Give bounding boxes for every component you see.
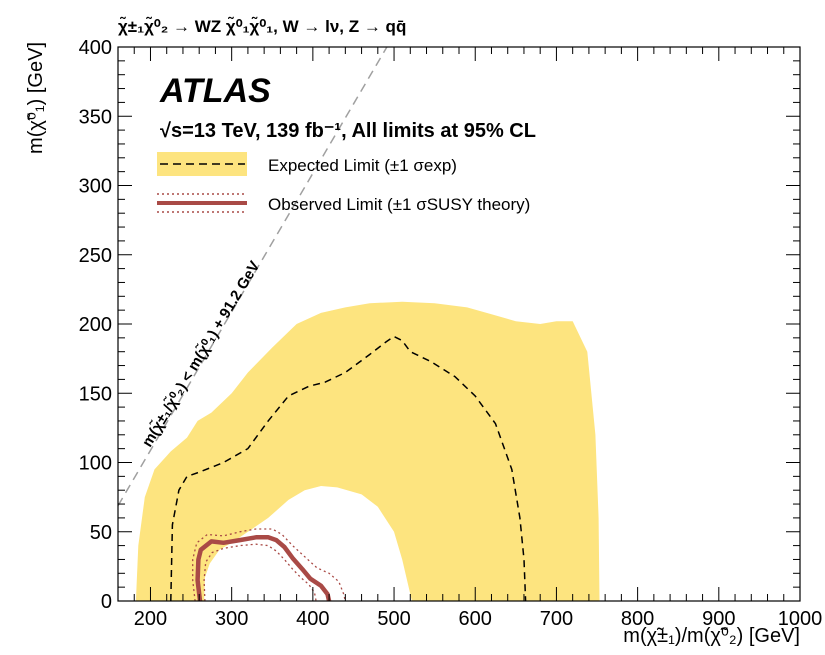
x-tick-label: 900 xyxy=(702,608,735,630)
y-tick-label: 400 xyxy=(79,37,112,59)
series-line-layer xyxy=(117,46,527,602)
energy-lumi-label: √s=13 TeV, 139 fb⁻¹, All limits at 95% C… xyxy=(160,120,536,142)
y-tick-label: 300 xyxy=(79,176,112,198)
legend-expected-label: Expected Limit (±1 σexp) xyxy=(268,156,457,175)
y-tick-label: 100 xyxy=(79,453,112,475)
x-axis-label: m(χ̃±₁)/m(χ̃⁰₂) [GeV] xyxy=(623,625,800,647)
observed-limit-line xyxy=(195,535,332,602)
y-tick-label: 0 xyxy=(101,591,112,613)
x-tick-label: 700 xyxy=(540,608,573,630)
axis-ticks: 200 300 400 500 600 700 800 900 1000 0 50 100 150 200… xyxy=(79,37,823,630)
legend-observed-label: Observed Limit (±1 σSUSY theory) xyxy=(268,195,530,214)
x-tick-label: 500 xyxy=(377,608,410,630)
expected-band-area xyxy=(135,301,600,601)
legend: Expected Limit (±1 σexp) Observed Limit … xyxy=(157,152,530,214)
observed-theory-band-line-4 xyxy=(203,543,317,602)
x-tick-label: 1000 xyxy=(778,608,823,630)
process-header: χ̃±₁χ̃⁰₂ → WZ χ̃⁰₁χ̃⁰₁, W → lν, Z → qq̄ xyxy=(118,16,406,36)
kinematic-limit-line xyxy=(117,46,388,507)
observed-theory-band-line-3 xyxy=(192,528,346,602)
y-tick-label: 50 xyxy=(90,522,112,544)
x-tick-label: 400 xyxy=(296,608,329,630)
x-tick-label: 600 xyxy=(459,608,492,630)
expected-band-layer xyxy=(135,301,600,601)
y-tick-label: 150 xyxy=(79,383,112,405)
expected-limit-line xyxy=(170,335,527,602)
x-tick-label: 300 xyxy=(215,608,248,630)
y-tick-label: 200 xyxy=(79,314,112,336)
y-tick-label: 350 xyxy=(79,106,112,128)
y-tick-label: 250 xyxy=(79,245,112,267)
y-axis-label: m(χ̃⁰₁) [GeV] xyxy=(25,42,47,154)
experiment-label: ATLAS xyxy=(159,72,271,110)
x-tick-label: 800 xyxy=(621,608,654,630)
x-tick-label: 200 xyxy=(134,608,167,630)
